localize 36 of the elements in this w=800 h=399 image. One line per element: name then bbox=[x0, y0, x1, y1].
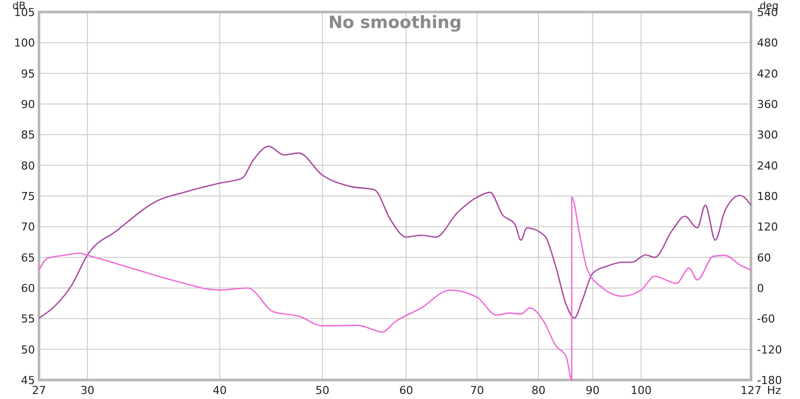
y2-tick-label: 180 bbox=[757, 190, 778, 203]
x-tick-label: 40 bbox=[212, 384, 227, 397]
x-tick-label: 60 bbox=[399, 384, 414, 397]
y2-tick-label: -60 bbox=[757, 312, 775, 326]
y-tick-label: 90 bbox=[21, 98, 35, 111]
y2-tick-label: -180 bbox=[757, 374, 782, 387]
y2-tick-label: 120 bbox=[757, 220, 778, 234]
x-tick-label: 30 bbox=[80, 384, 94, 397]
chart-title: No smoothing bbox=[328, 13, 462, 33]
y-tick-label: 100 bbox=[14, 36, 35, 50]
x-tick-label: 80 bbox=[531, 384, 546, 397]
y-tick-label: 60 bbox=[21, 282, 35, 295]
x-tick-label: 90 bbox=[586, 384, 600, 397]
y2-tick-label: 240 bbox=[757, 159, 778, 172]
y2-tick-label: 360 bbox=[757, 98, 778, 111]
y2-tick-label: 60 bbox=[757, 251, 771, 264]
y2-tick-label: 480 bbox=[757, 36, 778, 50]
x-tick-label: 50 bbox=[315, 384, 330, 397]
x-axis-title: Hz bbox=[767, 384, 782, 397]
y-tick-label: 70 bbox=[21, 220, 35, 234]
y2-tick-label: 0 bbox=[757, 282, 764, 295]
y-tick-label: 45 bbox=[21, 374, 35, 387]
y2-tick-label: -120 bbox=[757, 343, 782, 356]
y-tick-label: 50 bbox=[21, 343, 35, 356]
y-tick-label: 85 bbox=[21, 128, 35, 142]
y-tick-label: 80 bbox=[21, 159, 35, 172]
y-tick-label: 95 bbox=[21, 67, 35, 80]
x-tick-label: 27 bbox=[32, 384, 46, 397]
y2-tick-label: 300 bbox=[757, 128, 778, 142]
y2-tick-label: 420 bbox=[757, 67, 778, 80]
y-tick-label: 65 bbox=[21, 251, 35, 264]
y-tick-label: 55 bbox=[21, 312, 35, 326]
y-tick-label: 75 bbox=[21, 190, 35, 203]
x-tick-label: 100 bbox=[630, 384, 652, 397]
x-tick-label: 70 bbox=[470, 384, 484, 397]
x-tick-label: 127 bbox=[740, 384, 762, 397]
